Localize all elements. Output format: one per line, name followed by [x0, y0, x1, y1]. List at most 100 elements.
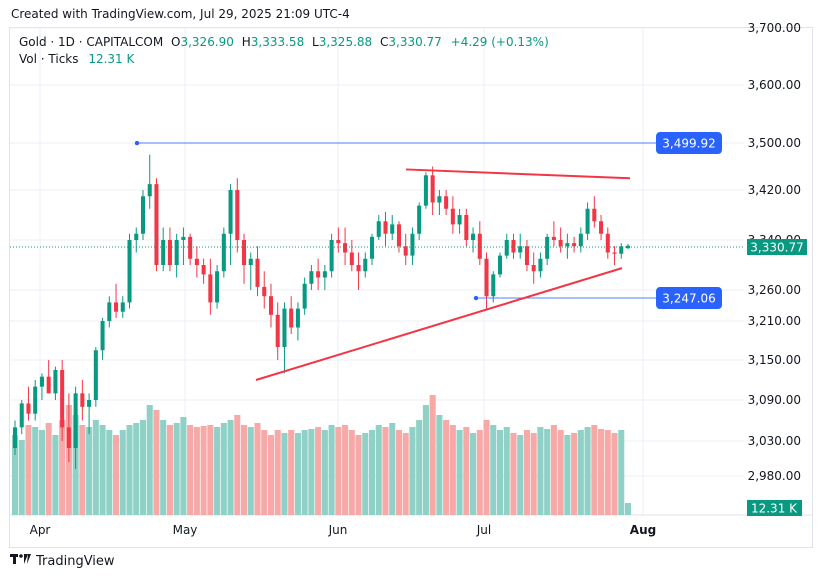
candle-body[interactable]: [134, 233, 139, 240]
candle-body[interactable]: [370, 236, 375, 259]
candle-body[interactable]: [437, 196, 442, 203]
last-price-badge[interactable]: [747, 239, 807, 255]
candle-body[interactable]: [497, 255, 503, 275]
candle-body[interactable]: [518, 246, 523, 253]
candle-body[interactable]: [423, 175, 428, 206]
candle-body[interactable]: [215, 271, 220, 303]
candle-body[interactable]: [248, 258, 253, 265]
candle-body[interactable]: [511, 240, 516, 253]
candle-body[interactable]: [322, 271, 327, 278]
candle-body[interactable]: [444, 196, 449, 209]
candle-body[interactable]: [457, 215, 462, 225]
candle-body[interactable]: [363, 258, 368, 272]
candle-body[interactable]: [450, 208, 455, 225]
candle-body[interactable]: [430, 175, 435, 203]
candle-body[interactable]: [12, 427, 18, 448]
volume-label[interactable]: Vol · Ticks: [19, 52, 79, 66]
candle-body[interactable]: [93, 350, 98, 400]
candle-body[interactable]: [471, 233, 476, 240]
candle-body[interactable]: [39, 376, 44, 387]
candle-body[interactable]: [174, 240, 179, 265]
candle-body[interactable]: [302, 283, 307, 309]
candle-body[interactable]: [87, 400, 92, 407]
horizontal-level-badge[interactable]: [656, 132, 722, 155]
candle-body[interactable]: [545, 236, 550, 259]
candle-body[interactable]: [464, 215, 469, 240]
candle-body[interactable]: [336, 240, 341, 244]
candle-body[interactable]: [120, 302, 125, 312]
candle-body[interactable]: [167, 240, 172, 265]
footer-brand[interactable]: TradingView: [36, 553, 115, 569]
candle-body[interactable]: [114, 302, 119, 312]
candle-body[interactable]: [316, 271, 321, 278]
horizontal-level-badge[interactable]: [656, 287, 722, 310]
candle-body[interactable]: [356, 265, 361, 272]
candle-body[interactable]: [154, 184, 159, 265]
candle-body[interactable]: [504, 240, 509, 256]
candle-body[interactable]: [46, 376, 51, 394]
candle-body[interactable]: [66, 427, 71, 448]
horizontal-level-anchor[interactable]: [134, 140, 140, 146]
candle-body[interactable]: [599, 221, 604, 234]
candle-body[interactable]: [208, 274, 213, 303]
candle-body[interactable]: [403, 246, 408, 256]
candle-body[interactable]: [329, 240, 334, 272]
candle-body[interactable]: [255, 258, 260, 287]
candle-body[interactable]: [26, 403, 31, 414]
candle-body[interactable]: [295, 308, 300, 328]
candle-body[interactable]: [242, 240, 247, 265]
candle-body[interactable]: [619, 246, 624, 254]
candle-body[interactable]: [538, 258, 543, 272]
candle-body[interactable]: [605, 233, 610, 253]
candle-body[interactable]: [80, 393, 85, 407]
candle-body[interactable]: [484, 258, 489, 297]
candle-body[interactable]: [585, 208, 590, 234]
candle-body[interactable]: [147, 184, 152, 197]
candle-body[interactable]: [275, 314, 280, 347]
candle-body[interactable]: [235, 190, 240, 240]
candle-body[interactable]: [343, 243, 348, 253]
candle-body[interactable]: [524, 246, 529, 265]
candle-body[interactable]: [73, 393, 78, 448]
candle-body[interactable]: [491, 274, 496, 297]
candle-body[interactable]: [383, 221, 388, 234]
candle-body[interactable]: [127, 240, 132, 303]
candle-body[interactable]: [531, 265, 536, 272]
candle-body[interactable]: [107, 302, 112, 321]
candle-body[interactable]: [33, 386, 38, 414]
volume-badge[interactable]: [747, 500, 802, 516]
candle-body[interactable]: [417, 205, 422, 234]
candle-body[interactable]: [268, 296, 273, 315]
candle-body[interactable]: [612, 252, 617, 254]
candle-body[interactable]: [161, 240, 166, 265]
candle-body[interactable]: [376, 221, 381, 237]
candle-body[interactable]: [228, 190, 233, 234]
candle-body[interactable]: [201, 265, 206, 275]
candle-body[interactable]: [396, 224, 401, 247]
candle-body[interactable]: [188, 236, 193, 259]
candle-body[interactable]: [140, 196, 146, 234]
candle-body[interactable]: [558, 240, 563, 247]
candle-body[interactable]: [390, 224, 395, 234]
candle-body[interactable]: [410, 233, 415, 256]
candle-body[interactable]: [551, 236, 556, 240]
candle-body[interactable]: [60, 370, 65, 428]
candle-body[interactable]: [221, 233, 226, 272]
horizontal-level-anchor[interactable]: [473, 295, 479, 301]
candle-body[interactable]: [309, 271, 314, 284]
candle-body[interactable]: [578, 233, 583, 247]
candle-body[interactable]: [100, 321, 105, 351]
candle-body[interactable]: [181, 236, 186, 240]
trendline[interactable]: [255, 267, 623, 381]
candle-body[interactable]: [282, 308, 287, 347]
candle-body[interactable]: [194, 258, 199, 265]
tradingview-logo-icon[interactable]: [10, 553, 32, 569]
candle-body[interactable]: [289, 308, 294, 328]
candle-body[interactable]: [349, 252, 354, 266]
candle-body[interactable]: [477, 233, 482, 259]
candle-body[interactable]: [592, 208, 597, 222]
candle-body[interactable]: [262, 286, 267, 297]
candle-body[interactable]: [53, 370, 58, 394]
symbol-label[interactable]: Gold · 1D · CAPITALCOM: [19, 35, 164, 49]
